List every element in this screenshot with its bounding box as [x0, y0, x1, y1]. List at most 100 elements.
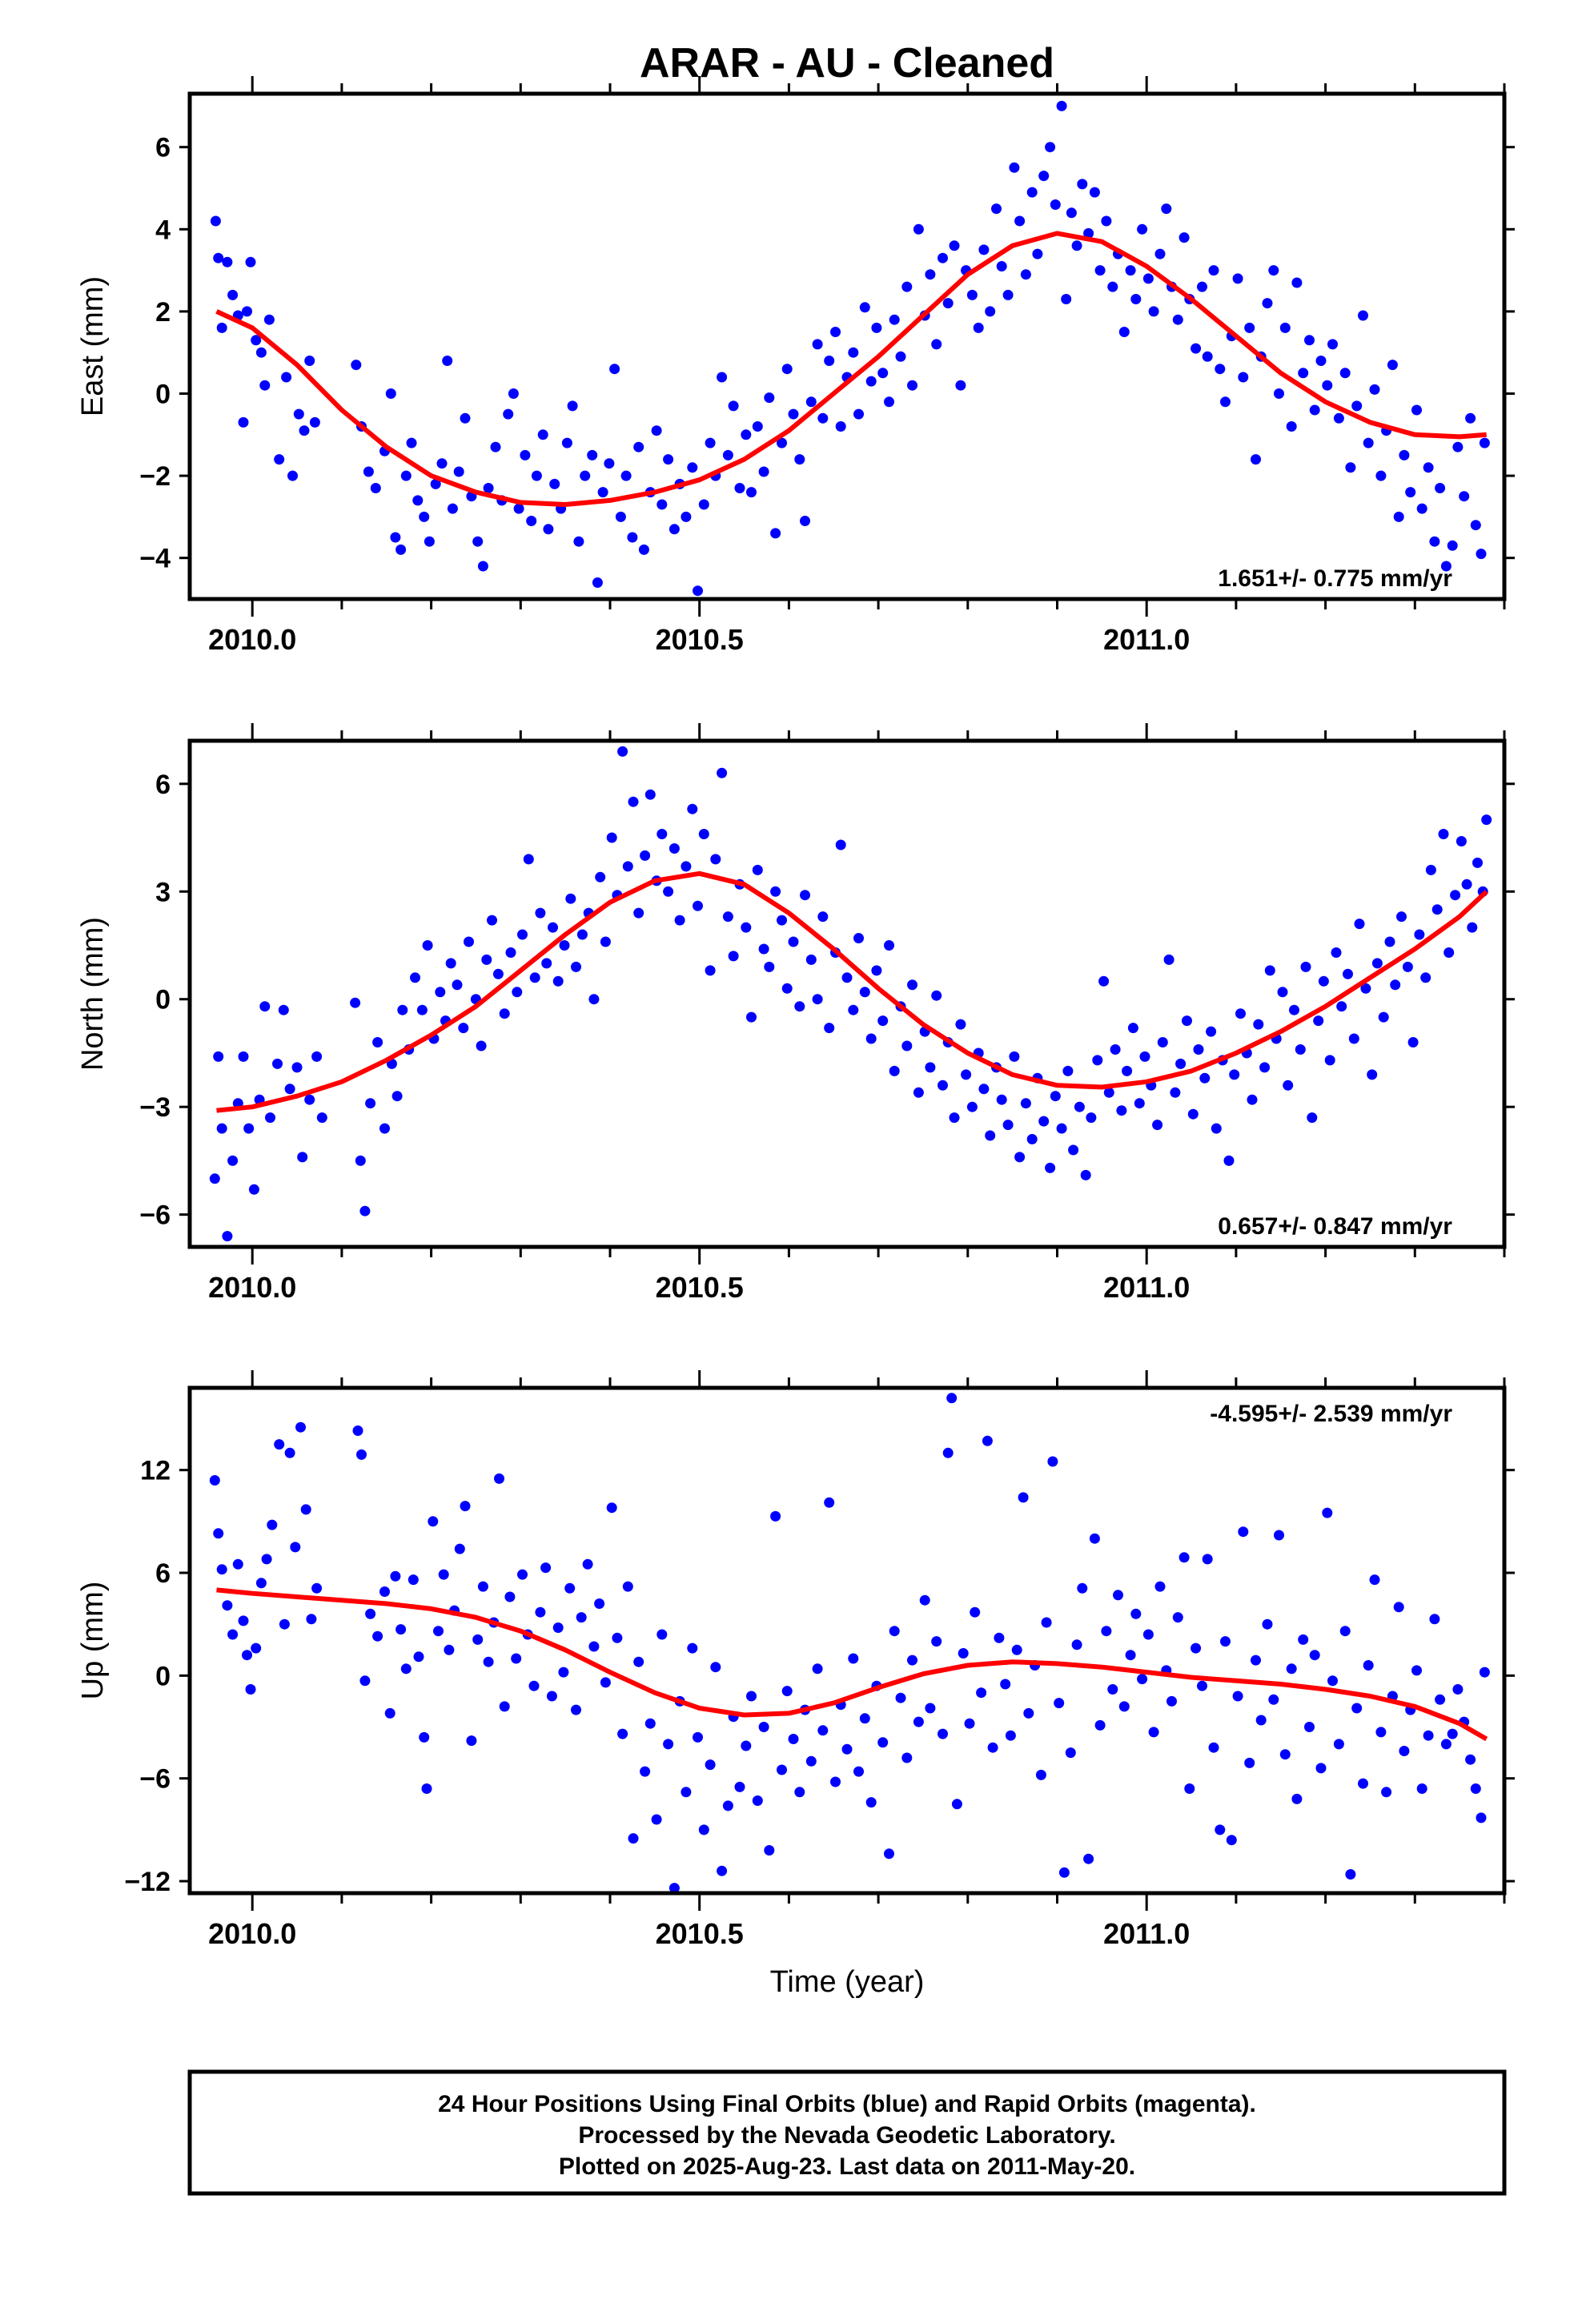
east-point-89: [764, 392, 775, 404]
north-point-211: [1481, 814, 1492, 826]
up-point-79: [681, 1787, 692, 1798]
east-point-125: [978, 244, 990, 255]
up-point-5: [232, 1558, 243, 1570]
north-point-47: [512, 987, 523, 998]
footer-box: 24 Hour Positions Using Final Orbits (bl…: [187, 2069, 1507, 2196]
up-point-156: [1137, 1674, 1148, 1685]
up-point-69: [622, 1581, 633, 1592]
north-point-54: [552, 975, 564, 987]
north-point-191: [1367, 1069, 1378, 1080]
east-point-178: [1291, 277, 1303, 288]
up-point-162: [1172, 1612, 1183, 1623]
east-point-135: [1038, 171, 1050, 182]
east-x-tick-label-0: 2010.0: [208, 623, 296, 656]
north-point-142: [1074, 1101, 1085, 1112]
up-point-128: [970, 1606, 981, 1618]
up-point-183: [1298, 1634, 1309, 1645]
north-y-tick-label-1: −3: [139, 1092, 171, 1123]
up-point-158: [1148, 1727, 1159, 1738]
up-point-166: [1197, 1680, 1207, 1691]
up-point-98: [794, 1787, 805, 1798]
north-point-65: [617, 746, 628, 757]
up-point-141: [1047, 1456, 1058, 1467]
up-point-125: [951, 1799, 962, 1810]
up-point-38: [444, 1644, 455, 1655]
north-point-129: [996, 1094, 1007, 1105]
east-point-6: [238, 416, 249, 428]
east-y-tick-label-3: 2: [155, 297, 171, 328]
north-point-62: [600, 936, 611, 947]
footer-line-orbits: 24 Hour Positions Using Final Orbits (bl…: [438, 2091, 1256, 2117]
north-point-153: [1139, 1051, 1150, 1062]
east-point-152: [1137, 223, 1148, 235]
up-point-103: [824, 1497, 835, 1508]
up-point-129: [976, 1687, 987, 1699]
up-x-tick-label-1: 2010.5: [656, 1917, 744, 1950]
east-point-111: [895, 351, 906, 362]
up-point-134: [1005, 1730, 1016, 1741]
east-point-3: [222, 256, 233, 267]
up-point-93: [764, 1845, 775, 1856]
east-point-78: [698, 499, 709, 510]
east-point-30: [412, 495, 424, 506]
east-point-166: [1220, 396, 1231, 408]
east-point-126: [985, 306, 996, 317]
east-point-131: [1014, 215, 1026, 227]
north-point-146: [1098, 975, 1110, 987]
north-panel: −6 −3 0 3 6 2010.0 2010.5 2011.0 North (mm) 0.657…: [76, 723, 1515, 1304]
up-point-143: [1058, 1867, 1070, 1878]
up-point-70: [628, 1833, 639, 1844]
east-point-116: [925, 269, 936, 280]
east-point-164: [1208, 265, 1219, 276]
east-point-25: [385, 388, 396, 399]
east-point-138: [1056, 100, 1067, 111]
north-point-19: [316, 1112, 327, 1124]
north-point-143: [1080, 1169, 1091, 1180]
east-point-171: [1251, 454, 1261, 465]
up-point-102: [817, 1725, 829, 1736]
north-point-103: [841, 972, 853, 983]
up-point-182: [1291, 1793, 1303, 1804]
east-point-190: [1363, 437, 1374, 448]
north-point-30: [410, 972, 420, 983]
east-point-150: [1125, 265, 1136, 276]
up-point-109: [859, 1713, 870, 1724]
north-point-13: [278, 1004, 289, 1015]
east-point-96: [805, 396, 817, 408]
east-point-184: [1327, 339, 1338, 350]
east-point-13: [274, 454, 285, 465]
north-point-204: [1443, 947, 1455, 958]
east-point-151: [1130, 294, 1142, 304]
north-point-8: [248, 1184, 259, 1195]
north-point-152: [1134, 1098, 1145, 1109]
north-point-171: [1247, 1094, 1258, 1105]
up-point-190: [1339, 1626, 1351, 1637]
up-point-19: [306, 1614, 317, 1625]
east-point-32: [424, 536, 435, 547]
up-frame: [187, 1385, 1507, 1896]
x-axis-label: Time (year): [770, 1965, 925, 1999]
east-point-58: [580, 470, 591, 481]
up-point-151: [1107, 1684, 1118, 1695]
east-point-45: [503, 408, 514, 420]
up-point-65: [600, 1677, 611, 1688]
north-point-178: [1289, 1004, 1299, 1015]
north-point-163: [1199, 1072, 1211, 1084]
up-point-92: [758, 1722, 769, 1732]
east-point-129: [1002, 289, 1014, 300]
up-point-89: [741, 1740, 752, 1751]
up-fit-curve: [216, 1587, 1488, 1742]
up-point-145: [1071, 1639, 1082, 1651]
north-point-72: [656, 829, 668, 839]
up-point-83: [705, 1759, 716, 1771]
east-point-81: [717, 372, 728, 383]
north-point-94: [788, 936, 799, 947]
up-point-42: [466, 1735, 477, 1747]
north-point-7: [243, 1123, 255, 1134]
east-point-35: [442, 356, 453, 366]
east-point-37: [453, 466, 464, 477]
up-point-50: [511, 1653, 522, 1664]
north-point-124: [966, 1101, 978, 1112]
north-point-49: [523, 854, 534, 865]
